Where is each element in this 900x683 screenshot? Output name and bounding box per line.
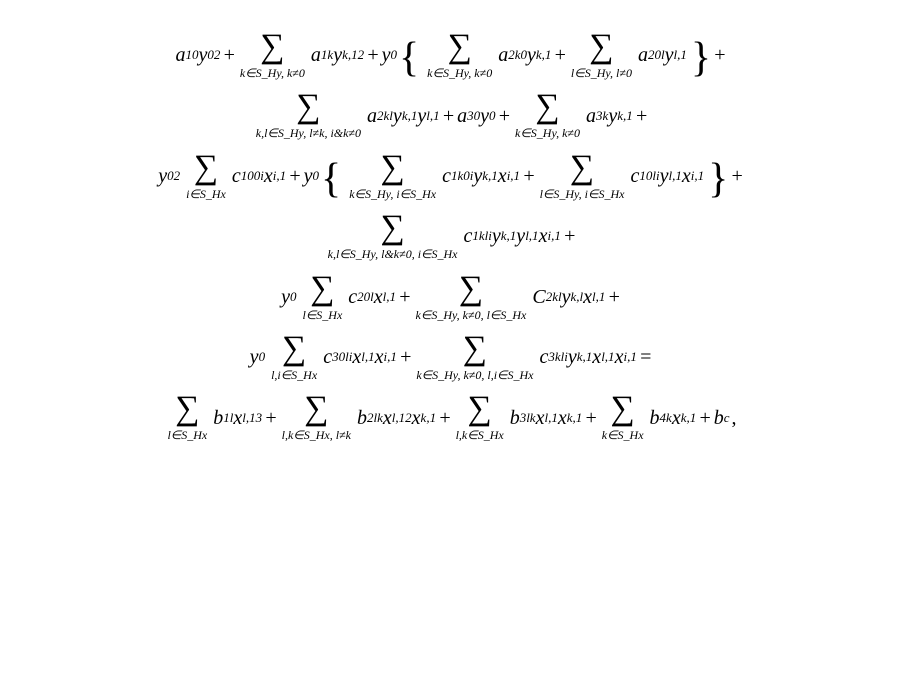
term-c1kli: c1kli yk,1 yl,1 xi,1 xyxy=(463,224,560,248)
term-c20l-xl1: c20l xl,1 xyxy=(348,285,396,309)
eq-line-2: ∑ k,l∈S_Hy, l≠k, i&k≠0 a2kl yk,1 yl,1 + … xyxy=(20,90,880,140)
sum-k-SHy-kne0-2: ∑ k∈S_Hy, k≠0 xyxy=(427,30,492,80)
term-b2lk: b2lk xl,12 xk,1 xyxy=(357,406,436,430)
term-c1k0i: c1k0i yk,1 xi,1 xyxy=(442,164,520,188)
sum-k-SHy-kne0-l-SHx: ∑ k∈S_Hy, k≠0, l∈S_Hx xyxy=(416,272,527,322)
term-a2k0-yk1: a2k0 yk,1 xyxy=(498,43,551,67)
term-a20l-yl1: a20l yl,1 xyxy=(638,43,687,67)
sum-l-SHx-2: ∑ l∈S_Hx xyxy=(167,392,207,442)
plus: + xyxy=(713,43,727,67)
term-a2kl-yk1-yl1: a2kl yk,1 yl,1 xyxy=(367,104,440,128)
sum-l-SHy-lne0-1: ∑ l∈S_Hy, l≠0 xyxy=(571,30,632,80)
term-bc: bc xyxy=(714,406,730,430)
term-a1k-yk1sq: a1k yk,12 xyxy=(311,43,364,67)
sum-k-SHy-kne0-li-SHx: ∑ k∈S_Hy, k≠0, l,i∈S_Hx xyxy=(416,332,533,382)
term-C2kl: C2kl yk,l xl,1 xyxy=(532,285,605,309)
lbrace: { xyxy=(399,42,419,76)
sum-l-SHx-1: ∑ l∈S_Hx xyxy=(302,272,342,322)
plus: + xyxy=(398,285,412,309)
plus: + xyxy=(553,43,567,67)
term-b1l-xl1cube: b1l xl,13 xyxy=(213,406,262,430)
term-a10y0sq: a10 y02 xyxy=(175,43,220,67)
y0-prefix-3: y0 xyxy=(281,285,296,309)
sigma-icon: ∑ xyxy=(260,30,284,64)
sum-k-SHy-kne0-1: ∑ k∈S_Hy, k≠0 xyxy=(240,30,305,80)
y0-brace-group-2: y0 { xyxy=(304,159,344,193)
plus: + xyxy=(698,406,712,430)
equals: = xyxy=(639,345,653,369)
sum-lk-SHx-lnek: ∑ l,k∈S_Hx, l≠k xyxy=(282,392,351,442)
eq-line-1: a10 y02 + ∑ k∈S_Hy, k≠0 a1k yk,12 + y0 {… xyxy=(20,30,880,80)
term-c100i-xi1: c100i xi,1 xyxy=(232,164,286,188)
term-c3kli: c3kli yk,1 xl,1 xi,1 xyxy=(539,345,636,369)
term-c30li: c30li xl,1 xi,1 xyxy=(323,345,397,369)
plus: + xyxy=(438,406,452,430)
term-a30-y0: a30 y0 xyxy=(457,104,495,128)
plus: + xyxy=(222,43,236,67)
sum-sub: k∈S_Hy, k≠0 xyxy=(240,66,305,80)
eq-line-3: y02 ∑ i∈S_Hx c100i xi,1 + y0 { ∑ k∈S_Hy,… xyxy=(20,151,880,201)
plus: + xyxy=(584,406,598,430)
sum-k-SHx: ∑ k∈S_Hx xyxy=(602,392,644,442)
plus: + xyxy=(442,104,456,128)
plus: + xyxy=(498,104,512,128)
sum-k-SHy-kne0-3: ∑ k∈S_Hy, k≠0 xyxy=(515,90,580,140)
y0-prefix-4: y0 xyxy=(250,345,265,369)
sum-kl-SHy-lnek: ∑ k,l∈S_Hy, l≠k, i&k≠0 xyxy=(256,90,361,140)
plus: + xyxy=(366,43,380,67)
eq-line-6: y0 ∑ l,i∈S_Hx c30li xl,1 xi,1 + ∑ k∈S_Hy… xyxy=(20,332,880,382)
y0-brace-group: y0 { xyxy=(382,38,422,72)
eq-line-4: ∑ k,l∈S_Hy, l&k≠0, i∈S_Hx c1kli yk,1 yl,… xyxy=(20,211,880,261)
term-a3k-yk1: a3k yk,1 xyxy=(586,104,633,128)
plus: + xyxy=(522,164,536,188)
trailing-comma: , xyxy=(732,406,737,430)
plus: + xyxy=(288,164,302,188)
sum-i-SHx-1: ∑ i∈S_Hx xyxy=(186,151,226,201)
equation-block: a10 y02 + ∑ k∈S_Hy, k≠0 a1k yk,12 + y0 {… xyxy=(20,30,880,443)
plus: + xyxy=(730,164,744,188)
eq-line-7: ∑ l∈S_Hx b1l xl,13 + ∑ l,k∈S_Hx, l≠k b2l… xyxy=(20,392,880,442)
sum-li-SHx: ∑ l,i∈S_Hx xyxy=(271,332,317,382)
term-b4k: b4k xk,1 xyxy=(650,406,697,430)
rbrace: } xyxy=(691,42,711,76)
term-b3lk: b3lk xl,1 xk,1 xyxy=(510,406,583,430)
sum-lk-SHx: ∑ l,k∈S_Hx xyxy=(456,392,504,442)
y0sq-prefix: y02 xyxy=(158,164,180,188)
sum-l-SHy-i-SHx: ∑ l∈S_Hy, i∈S_Hx xyxy=(540,151,625,201)
plus: + xyxy=(635,104,649,128)
var: y xyxy=(198,43,207,67)
plus: + xyxy=(607,285,621,309)
eq-line-5: y0 ∑ l∈S_Hx c20l xl,1 + ∑ k∈S_Hy, k≠0, l… xyxy=(20,272,880,322)
plus: + xyxy=(399,345,413,369)
sum-kl-SHy-lkne0-i-SHx: ∑ k,l∈S_Hy, l&k≠0, i∈S_Hx xyxy=(328,211,458,261)
plus: + xyxy=(563,224,577,248)
plus: + xyxy=(264,406,278,430)
sum-k-SHy-i-SHx: ∑ k∈S_Hy, i∈S_Hx xyxy=(349,151,436,201)
term-c10li: c10li yl,1 xi,1 xyxy=(630,164,704,188)
coef: a xyxy=(175,43,185,67)
